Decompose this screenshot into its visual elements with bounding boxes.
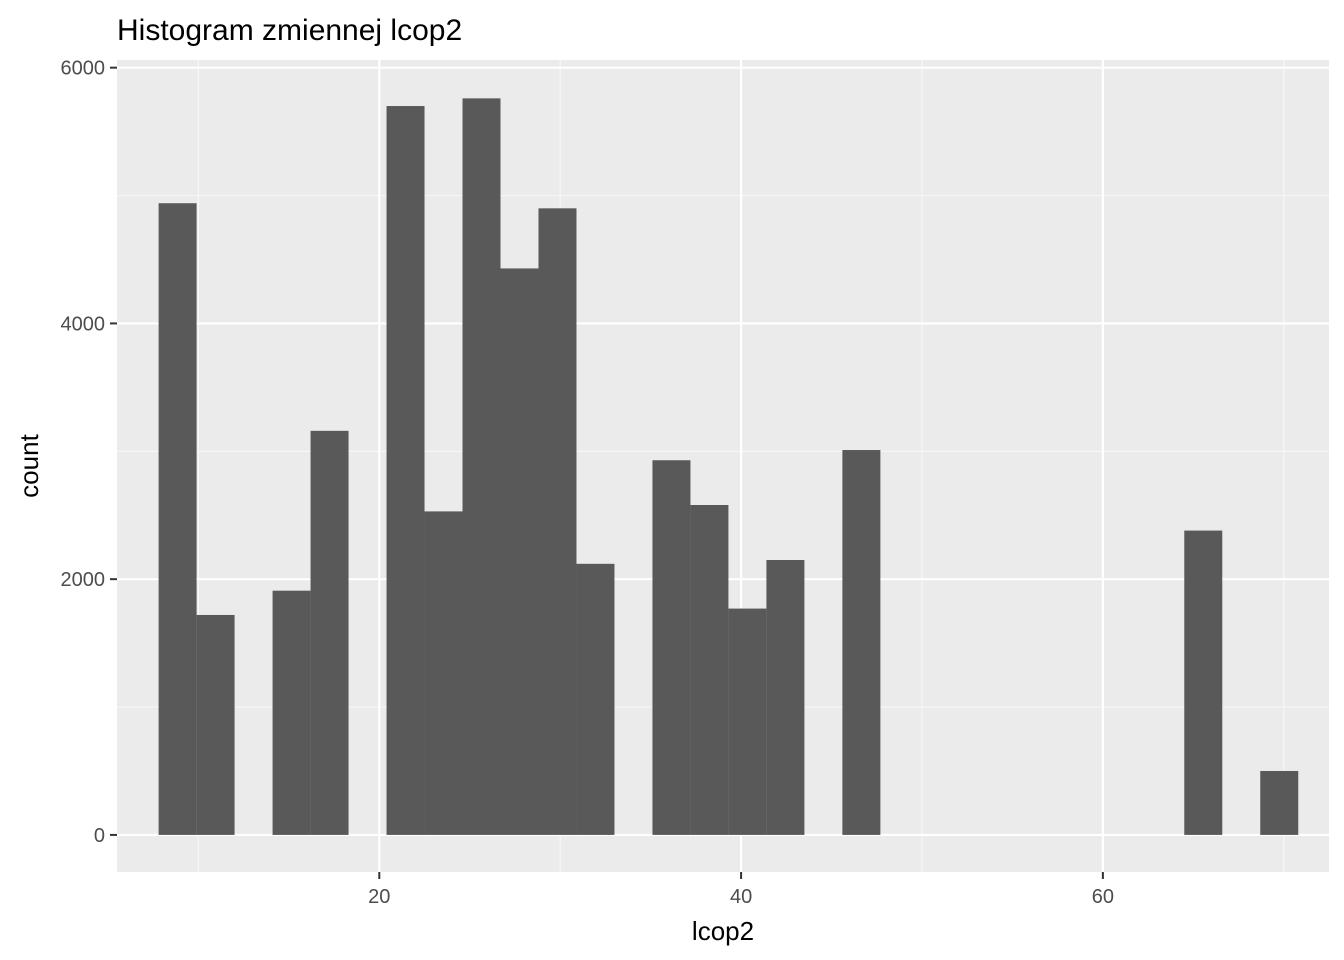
y-tick-label-0: 0 [94, 825, 105, 847]
histogram-bar-8 [538, 208, 577, 835]
x-tick-label-1: 40 [730, 886, 752, 908]
histogram-bar-13 [766, 559, 805, 835]
histogram-bar-5 [424, 511, 463, 835]
chart-title: Histogram zmiennej lcop2 [117, 14, 462, 47]
y-tick-label-2: 4000 [61, 313, 106, 335]
y-axis: 0 2000 4000 6000 [61, 58, 117, 847]
histogram-bar-10 [652, 460, 691, 835]
histogram-bars [158, 98, 1299, 835]
histogram-bar-15 [1184, 530, 1223, 835]
x-axis: 20 40 60 [368, 872, 1114, 908]
grid-major [117, 60, 1329, 872]
histogram-bar-6 [462, 98, 501, 835]
x-tick-label-0: 20 [368, 886, 390, 908]
y-axis-title: count [14, 433, 44, 497]
histogram-bar-16 [1260, 770, 1299, 835]
histogram-bar-4 [386, 106, 425, 835]
histogram-bar-2 [272, 590, 311, 835]
y-tick-label-3: 6000 [61, 58, 106, 80]
histogram-bar-11 [690, 505, 729, 835]
histogram-bar-0 [158, 203, 197, 835]
y-tick-label-1: 2000 [61, 569, 106, 591]
x-axis-title: lcop2 [692, 916, 754, 946]
histogram-bar-7 [500, 268, 539, 835]
x-tick-label-2: 60 [1092, 886, 1114, 908]
histogram-bar-12 [728, 608, 767, 835]
histogram-bar-3 [310, 430, 349, 835]
histogram-bar-9 [576, 563, 615, 835]
histogram-bar-1 [196, 614, 235, 835]
histogram-bar-14 [842, 450, 881, 835]
